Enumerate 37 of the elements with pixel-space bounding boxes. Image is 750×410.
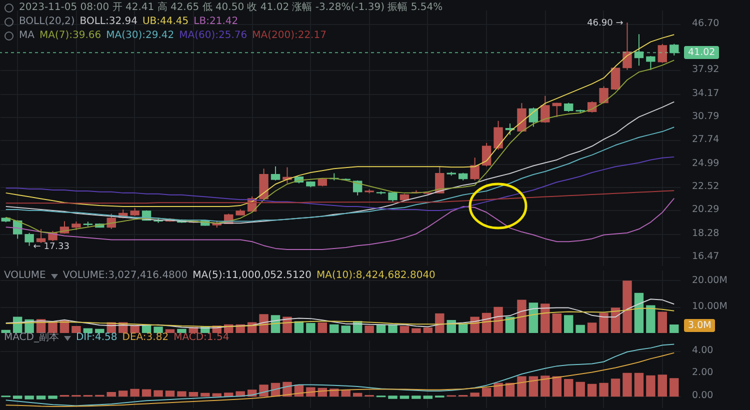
- text: DIF:4.58: [76, 332, 118, 344]
- y-tick-label: 37.92: [692, 64, 720, 76]
- y-tick-label: 24.99: [692, 158, 720, 170]
- text: MA(7):39.66: [39, 30, 102, 42]
- y-tick-label: 10.00M: [692, 300, 728, 313]
- text: LB:21.42: [194, 16, 238, 28]
- y-tick-label: 2.00: [692, 367, 714, 380]
- annotation: 46.90 →: [587, 18, 624, 29]
- y-tick-label: 20.00M: [692, 274, 728, 286]
- annotation: MA: [19, 30, 34, 42]
- text: BOLL:32.94: [80, 16, 138, 28]
- y-tick-label: 27.74: [692, 134, 720, 146]
- text: MA(30):29.42: [106, 30, 174, 42]
- y-tick-label: 4.00: [692, 344, 714, 357]
- text: UB:44.45: [142, 16, 189, 28]
- legend-title: MACD_副本: [4, 332, 59, 344]
- annotation: ← 17.33: [33, 242, 70, 252]
- y-tick-label: 16.47: [692, 251, 720, 264]
- y-tick-label: 0.00: [692, 390, 714, 402]
- annotation: VOLUME:3,027,416.4800: [62, 270, 188, 282]
- legend-title: VOLUME: [4, 270, 46, 282]
- annotation: BOLL(20,2): [19, 16, 75, 28]
- text: MA(10):8,424,682.8040: [316, 270, 436, 282]
- text: MACD:1.54: [174, 332, 230, 344]
- y-tick-label: 34.17: [692, 88, 720, 100]
- y-tick-label: 20.29: [692, 204, 720, 216]
- text: DEA:3.82: [122, 332, 169, 344]
- text: MA(60):25.76: [179, 30, 248, 42]
- text: MA(200):22.17: [252, 30, 326, 42]
- chart-title: 2023-11-05 08:00 开 42.41 高 42.65 低 40.50 收 41.02 涨幅 -3.28%(-1.39) 振幅 5.54%: [19, 2, 443, 14]
- y-tick-label: 22.52: [692, 181, 720, 194]
- text: MA(5):11,000,052.5120: [192, 270, 312, 282]
- ref-line-label: 41.02: [684, 46, 720, 60]
- y-tick-label: 46.70: [692, 18, 720, 30]
- y-tick-label: 18.28: [692, 228, 720, 240]
- text: 3.0M: [684, 318, 716, 332]
- y-tick-label: 30.79: [692, 110, 720, 123]
